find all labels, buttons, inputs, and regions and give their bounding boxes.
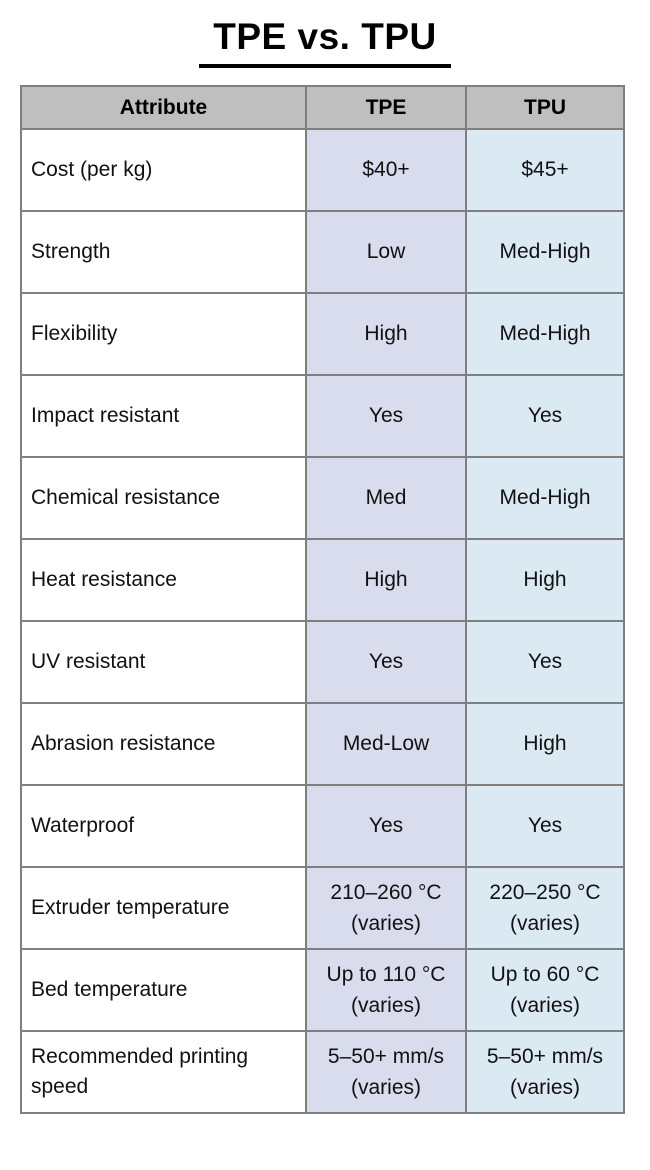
tpe-value-cell: Yes bbox=[305, 374, 467, 458]
attribute-cell: Recommended printing speed bbox=[20, 1030, 307, 1114]
attribute-cell: Waterproof bbox=[20, 784, 307, 868]
tpu-value-cell: 5–50+ mm/s (varies) bbox=[465, 1030, 625, 1114]
attribute-cell: Heat resistance bbox=[20, 538, 307, 622]
attribute-cell: Extruder temperature bbox=[20, 866, 307, 950]
tpu-value-cell: $45+ bbox=[465, 128, 625, 212]
column-header-tpe: TPE bbox=[305, 85, 467, 130]
attribute-cell: Chemical resistance bbox=[20, 456, 307, 540]
table-row: UV resistant Yes Yes bbox=[20, 620, 625, 704]
attribute-cell: Flexibility bbox=[20, 292, 307, 376]
tpe-value-cell: 5–50+ mm/s (varies) bbox=[305, 1030, 467, 1114]
title-container: TPE vs. TPU bbox=[0, 16, 650, 78]
column-header-tpu: TPU bbox=[465, 85, 625, 130]
tpe-value-cell: High bbox=[305, 292, 467, 376]
tpu-value-cell: High bbox=[465, 538, 625, 622]
tpu-value-cell: 220–250 °C (varies) bbox=[465, 866, 625, 950]
tpu-value-cell: Med-High bbox=[465, 456, 625, 540]
tpe-value-cell: Med bbox=[305, 456, 467, 540]
table-row: Waterproof Yes Yes bbox=[20, 784, 625, 868]
tpu-value-cell: High bbox=[465, 702, 625, 786]
attribute-cell: Abrasion resistance bbox=[20, 702, 307, 786]
table-row: Flexibility High Med-High bbox=[20, 292, 625, 376]
tpe-value-cell: Up to 110 °C (varies) bbox=[305, 948, 467, 1032]
attribute-cell: Impact resistant bbox=[20, 374, 307, 458]
attribute-cell: Bed temperature bbox=[20, 948, 307, 1032]
tpe-value-cell: Low bbox=[305, 210, 467, 294]
tpu-value-cell: Up to 60 °C (varies) bbox=[465, 948, 625, 1032]
table-row: Heat resistance High High bbox=[20, 538, 625, 622]
tpe-value-cell: Yes bbox=[305, 620, 467, 704]
tpu-value-cell: Yes bbox=[465, 374, 625, 458]
column-header-attribute: Attribute bbox=[20, 85, 307, 130]
table-row: Cost (per kg) $40+ $45+ bbox=[20, 128, 625, 212]
tpu-value-cell: Med-High bbox=[465, 292, 625, 376]
page-title: TPE vs. TPU bbox=[199, 16, 451, 68]
tpu-value-cell: Yes bbox=[465, 620, 625, 704]
table-row: Bed temperature Up to 110 °C (varies) Up… bbox=[20, 948, 625, 1032]
tpu-value-cell: Yes bbox=[465, 784, 625, 868]
attribute-cell: UV resistant bbox=[20, 620, 307, 704]
tpe-value-cell: Yes bbox=[305, 784, 467, 868]
attribute-cell: Strength bbox=[20, 210, 307, 294]
header-row: Attribute TPE TPU bbox=[20, 85, 625, 130]
table-row: Strength Low Med-High bbox=[20, 210, 625, 294]
table-row: Impact resistant Yes Yes bbox=[20, 374, 625, 458]
attribute-cell: Cost (per kg) bbox=[20, 128, 307, 212]
tpe-value-cell: High bbox=[305, 538, 467, 622]
table-row: Abrasion resistance Med-Low High bbox=[20, 702, 625, 786]
tpe-value-cell: Med-Low bbox=[305, 702, 467, 786]
table-row: Chemical resistance Med Med-High bbox=[20, 456, 625, 540]
table-row: Extruder temperature 210–260 °C (varies)… bbox=[20, 866, 625, 950]
tpe-value-cell: $40+ bbox=[305, 128, 467, 212]
table-row: Recommended printing speed 5–50+ mm/s (v… bbox=[20, 1030, 625, 1114]
tpe-value-cell: 210–260 °C (varies) bbox=[305, 866, 467, 950]
comparison-table: Attribute TPE TPU Cost (per kg) $40+ $45… bbox=[20, 85, 625, 1114]
tpu-value-cell: Med-High bbox=[465, 210, 625, 294]
